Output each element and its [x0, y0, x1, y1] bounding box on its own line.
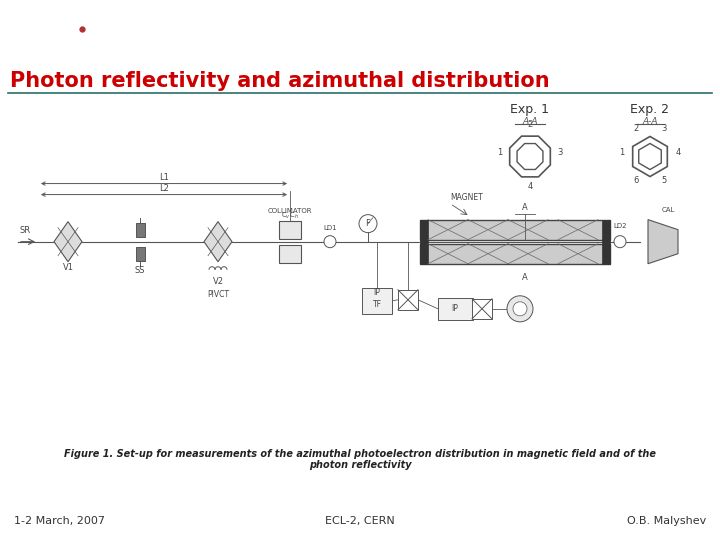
Polygon shape: [54, 221, 82, 262]
Circle shape: [507, 296, 533, 322]
Polygon shape: [639, 144, 661, 170]
Text: 4: 4: [527, 181, 533, 191]
Text: LD1: LD1: [323, 225, 337, 231]
Text: IP: IP: [374, 288, 380, 297]
Text: Accelerator Science and Technology Centre: Accelerator Science and Technology Centr…: [473, 20, 715, 30]
Text: SS: SS: [135, 266, 145, 275]
Text: A: A: [522, 202, 528, 212]
Bar: [136, 222, 145, 237]
Text: MAGNET: MAGNET: [450, 193, 482, 201]
Bar: [136, 247, 145, 261]
Circle shape: [513, 302, 527, 316]
Text: 2: 2: [634, 124, 639, 133]
Text: C$_v$C$_h$: C$_v$C$_h$: [281, 211, 299, 221]
Text: 1: 1: [619, 147, 625, 157]
Text: 3: 3: [661, 124, 667, 133]
Polygon shape: [648, 220, 678, 264]
Text: 2: 2: [527, 120, 533, 130]
Polygon shape: [517, 144, 543, 170]
Text: A-A: A-A: [642, 117, 658, 126]
Text: Exp. 2: Exp. 2: [631, 103, 670, 117]
Bar: [472, 299, 492, 319]
Text: A: A: [522, 273, 528, 282]
Text: 1-2 March, 2007: 1-2 March, 2007: [14, 516, 105, 526]
Text: 4: 4: [675, 147, 680, 157]
Bar: [420, 220, 610, 240]
Text: ASTe: ASTe: [42, 15, 76, 28]
Text: CAL: CAL: [661, 207, 675, 213]
Bar: [279, 221, 301, 239]
Text: Exp. 1: Exp. 1: [510, 103, 549, 117]
Text: V1: V1: [63, 263, 73, 272]
Bar: [420, 244, 610, 264]
Bar: [398, 290, 418, 310]
Circle shape: [324, 235, 336, 248]
Text: photon reflectivity: photon reflectivity: [309, 460, 411, 470]
Text: V2: V2: [212, 277, 223, 286]
Circle shape: [614, 235, 626, 248]
Wedge shape: [28, 7, 46, 43]
Bar: [420, 220, 428, 264]
Circle shape: [359, 214, 377, 233]
Polygon shape: [510, 136, 550, 177]
Text: 5: 5: [662, 176, 667, 185]
Text: LD2: LD2: [613, 222, 626, 228]
Bar: [438, 298, 473, 320]
Text: 1: 1: [498, 147, 503, 157]
Text: 3: 3: [557, 147, 563, 157]
Bar: [279, 245, 301, 263]
Text: PIVCT: PIVCT: [207, 290, 229, 299]
Text: L1: L1: [159, 173, 169, 181]
Text: Photon reflectivity and azimuthal distribution: Photon reflectivity and azimuthal distri…: [10, 71, 549, 91]
Text: COLLIMATOR: COLLIMATOR: [268, 207, 312, 214]
Text: O.B. Malyshev: O.B. Malyshev: [626, 516, 706, 526]
Text: F: F: [366, 219, 370, 228]
Polygon shape: [633, 137, 667, 177]
Text: Figure 1. Set-up for measurements of the azimuthal photoelectron distribution in: Figure 1. Set-up for measurements of the…: [64, 449, 656, 459]
Text: A-A: A-A: [522, 117, 538, 126]
Polygon shape: [204, 221, 232, 262]
Bar: [602, 220, 610, 264]
Text: TF: TF: [372, 300, 382, 309]
Text: ECL-2, CERN: ECL-2, CERN: [325, 516, 395, 526]
Text: SR: SR: [20, 226, 31, 235]
Text: 6: 6: [634, 176, 639, 185]
Text: IP: IP: [451, 305, 459, 313]
Bar: [362, 288, 392, 314]
Text: L2: L2: [159, 184, 169, 193]
Text: C: C: [76, 15, 85, 28]
